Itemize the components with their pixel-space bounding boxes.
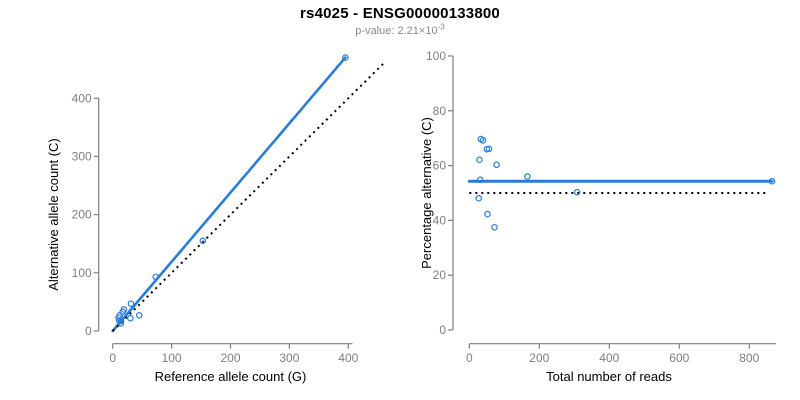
x-tick-label: 0	[109, 351, 116, 365]
y-axis-title: Alternative allele count (C)	[46, 138, 61, 290]
p-value-mantissa: 2.21	[397, 25, 419, 37]
y-tick-label: 100	[72, 266, 92, 280]
identity-line	[111, 62, 385, 332]
y-tick-label: 60	[433, 159, 447, 173]
reads-vs-percentage-scatter: 0 200 400 600 800 0 20 40 60 80 100 Total number of…	[419, 49, 776, 384]
data-point	[485, 145, 493, 153]
x-tick-label: 200	[529, 351, 549, 365]
x-tick-label: 0	[466, 351, 473, 365]
x-axis-title: Total number of reads	[546, 369, 672, 384]
x-tick-label: 100	[162, 351, 182, 365]
data-point	[493, 161, 500, 169]
y-tick-label: 0	[85, 324, 92, 338]
data-point	[573, 188, 581, 196]
p-value-times-ten: ×10	[418, 25, 438, 37]
data-point	[120, 306, 128, 313]
x-tick-label: 800	[739, 351, 759, 365]
y-tick-label: 100	[426, 49, 446, 63]
data-point	[127, 314, 134, 322]
y-tick-label: 200	[72, 208, 92, 222]
data-point	[152, 273, 159, 281]
y-tick-label: 20	[433, 268, 447, 282]
ref-vs-alt-scatter: 0 100 200 300 400 0 100 200 300 400 Reference alle…	[46, 54, 385, 384]
x-tick-label: 300	[279, 351, 299, 365]
x-tick-label: 400	[599, 351, 619, 365]
x-tick-label: 200	[220, 351, 240, 365]
y-tick-label: 40	[433, 213, 447, 227]
data-point	[479, 137, 487, 144]
y-tick-label: 0	[439, 323, 446, 337]
data-point	[342, 54, 349, 61]
data-point	[199, 237, 207, 245]
y-tick-label: 300	[72, 149, 92, 163]
data-point	[476, 156, 483, 164]
x-tick-label: 600	[669, 351, 689, 365]
data-point	[127, 300, 135, 307]
data-point	[491, 223, 498, 231]
data-point	[135, 311, 143, 319]
data-point	[768, 177, 776, 185]
data-point	[524, 173, 531, 180]
fit-line	[111, 56, 347, 333]
p-value-subtitle: p-value: 2.21×10-3	[0, 22, 800, 37]
page-title: rs4025 - ENSG00000133800	[300, 5, 500, 22]
y-axis-title: Percentage alternative (C)	[419, 117, 434, 269]
x-tick-label: 400	[338, 351, 358, 365]
p-value-exponent: -3	[437, 22, 445, 32]
y-tick-label: 80	[433, 104, 447, 118]
p-value-label: p-value:	[355, 25, 398, 37]
data-point	[475, 194, 483, 202]
data-point	[476, 176, 484, 184]
data-point	[484, 210, 491, 218]
data-point	[117, 320, 125, 327]
x-axis-title: Reference allele count (G)	[155, 369, 307, 384]
data-point	[117, 317, 125, 325]
y-tick-label: 400	[72, 91, 92, 105]
